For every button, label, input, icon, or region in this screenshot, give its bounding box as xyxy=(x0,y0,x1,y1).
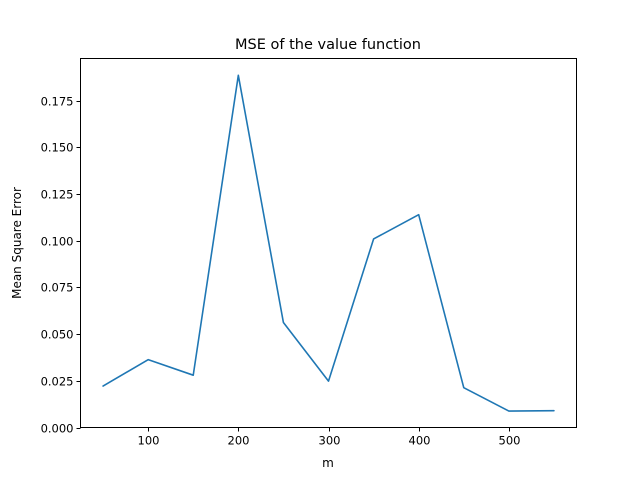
y-tick-label: 0.125 xyxy=(41,188,74,202)
x-axis-label: m xyxy=(322,456,334,470)
x-axis-ticks: 100 200 300 400 500 xyxy=(138,427,521,448)
y-tick-label: 0.175 xyxy=(41,95,74,109)
y-tick-label: 0.150 xyxy=(41,141,74,155)
plot-frame xyxy=(80,58,577,428)
x-tick-label: 100 xyxy=(138,434,160,448)
x-tick-label: 300 xyxy=(319,434,341,448)
x-tick-label: 400 xyxy=(409,434,431,448)
x-tick-label: 200 xyxy=(228,434,250,448)
y-axis-label: Mean Square Error xyxy=(10,187,24,299)
series-line xyxy=(102,74,555,412)
y-tick-label: 0.075 xyxy=(41,281,74,295)
x-tick-label: 500 xyxy=(499,434,521,448)
series-group xyxy=(102,74,555,412)
y-tick-label: 0.000 xyxy=(41,422,74,436)
y-tick-label: 0.100 xyxy=(41,235,74,249)
y-tick-label: 0.025 xyxy=(41,375,74,389)
chart-title: MSE of the value function xyxy=(235,37,421,53)
y-axis-ticks: 0.000 0.025 0.050 0.075 0.100 0.125 0.150 0.175 xyxy=(41,95,81,436)
y-tick-label: 0.050 xyxy=(41,328,74,342)
